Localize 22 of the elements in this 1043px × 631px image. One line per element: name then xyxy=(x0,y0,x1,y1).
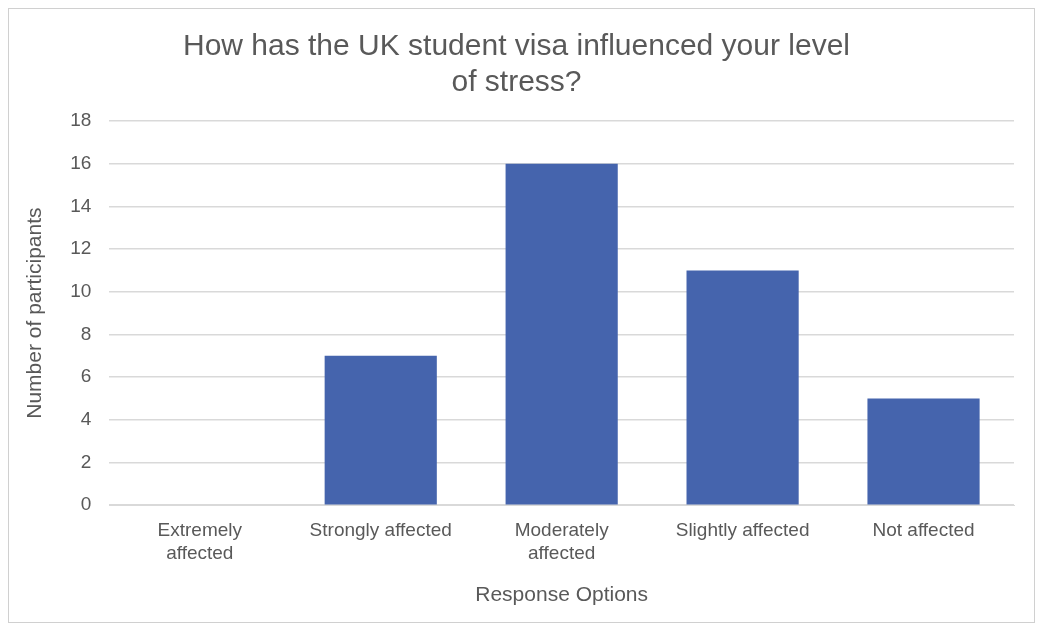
x-tick-label: Slightly affected xyxy=(675,518,810,540)
bar xyxy=(867,398,980,505)
y-tick-label: 10 xyxy=(70,279,92,301)
x-tick-label: Extremely affected xyxy=(157,518,243,563)
x-tick-label: Moderately affected xyxy=(514,518,610,563)
x-tick-label: Strongly affected xyxy=(309,518,452,540)
y-axis-title: Number of participants xyxy=(22,207,46,419)
y-tick-label: 8 xyxy=(80,322,92,344)
bar xyxy=(686,270,799,505)
y-tick-label: 12 xyxy=(70,237,92,259)
y-tick-label: 6 xyxy=(80,365,92,387)
bar xyxy=(505,163,618,505)
y-tick-label: 18 xyxy=(70,109,92,131)
y-tick-label: 0 xyxy=(80,493,92,515)
x-tick-label: Not affected xyxy=(872,518,975,540)
x-axis-title: Response Options xyxy=(475,582,649,606)
y-tick-label: 4 xyxy=(80,408,92,430)
y-tick-label: 16 xyxy=(70,151,92,173)
y-tick-label: 14 xyxy=(70,194,92,216)
chart-title: How has the UK student visa influenced your level of stress? xyxy=(182,28,851,98)
y-tick-label: 2 xyxy=(80,450,92,472)
bar xyxy=(324,355,437,505)
